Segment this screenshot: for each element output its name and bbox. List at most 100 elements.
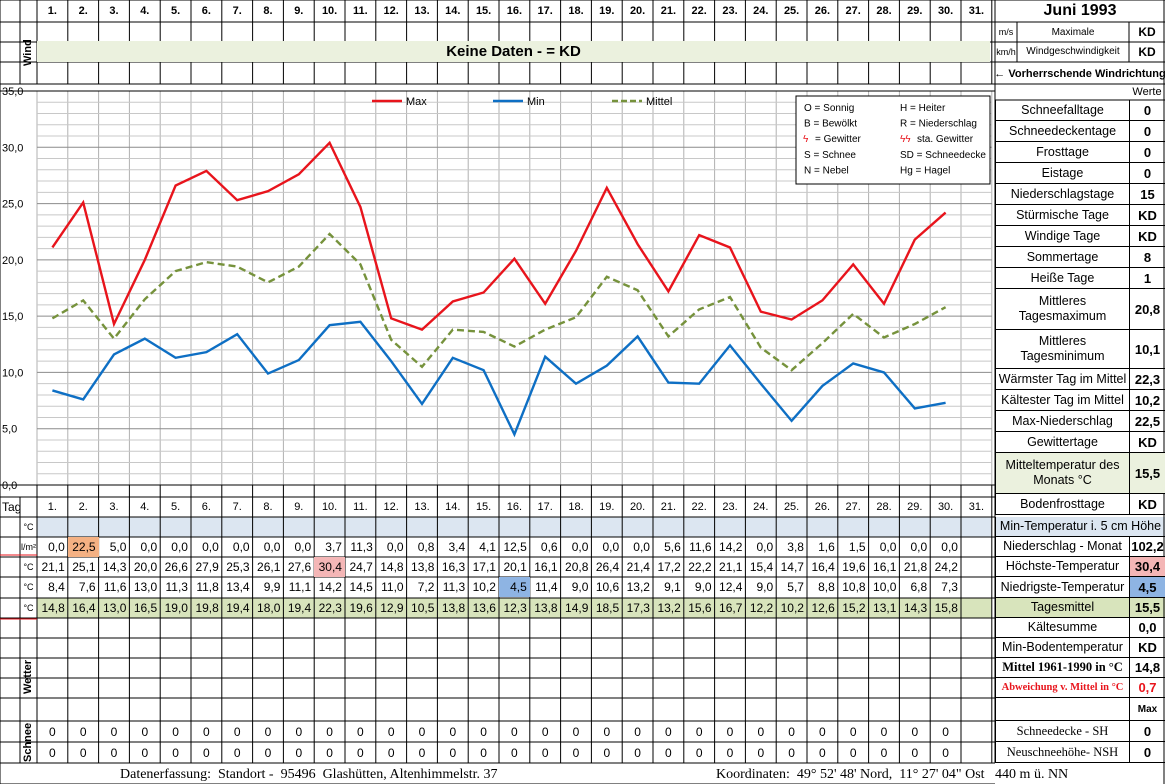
unit-label: l/m² [21,542,36,552]
new-snow-cell: 0 [511,745,518,760]
tag-label: Tag [2,500,22,514]
day-header: 24. [753,5,769,17]
table-cell-mean: 16,5 [133,601,158,615]
table-cell-mean: 12,9 [380,601,404,615]
summary-label: Niederschlag - Monat [995,537,1129,557]
day-header: 16. [506,5,523,17]
table-cell-precip: 0,6 [540,540,558,554]
table-cell-min: 7,3 [941,580,958,594]
stat-label: Max-Niederschlag [995,411,1129,432]
table-cell-min: 10,2 [472,580,496,594]
new-snow-cell: 0 [79,745,87,760]
stat-label: Mittleres Tagesmaximum [995,289,1129,330]
y-tick-label: 25,0 [2,199,23,211]
table-cell-min: 11,6 [103,580,127,594]
new-snow-cell: 0 [480,745,487,760]
table-cell-mean: 15,2 [842,601,866,615]
day-header-table: 1. [47,501,57,513]
table-cell-precip: 0,0 [294,540,312,554]
day-header-table: 20. [629,501,646,513]
table-cell-max: 26,6 [164,560,188,574]
symbol-legend-item: sta. Gewitter [917,134,974,145]
snow-depth-cell: 0 [480,724,487,739]
stat-value: KD [1129,205,1165,226]
table-cell-mean: 13,1 [873,601,897,615]
table-cell-max: 24,7 [349,560,373,574]
table-cell-min: 4,5 [499,577,530,597]
new-snow-cell: 0 [665,745,672,760]
day-header: 20. [629,5,646,17]
stat-value: 8 [1129,247,1165,268]
day-header: 12. [383,5,399,17]
new-snow-cell: 0 [203,745,210,760]
table-cell-precip: 3,8 [787,540,804,554]
table-cell-max: 14,8 [380,560,404,574]
table-cell-min: 7,6 [78,580,96,594]
table-cell-mean: 19,6 [349,601,373,615]
table-cell-precip: 0,0 [756,540,774,554]
summary-value: 4,5 [1129,577,1165,598]
day-header: 30. [937,5,954,17]
stat-label: Stürmische Tage [995,205,1129,226]
table-cell-mean: 18,0 [257,601,281,615]
new-snow-cell: 0 [603,745,611,760]
summary-value: 30,4 [1129,557,1165,577]
table-cell-precip: 0,0 [910,540,928,554]
table-cell-mean: 15,6 [688,601,712,615]
y-tick-label: 30,0 [2,142,23,154]
table-cell-mean: 13,8 [441,601,466,615]
day-header: 28. [876,5,892,17]
table-cell-precip: 0,0 [571,540,589,554]
legend-label: Mittel [646,96,672,108]
snow-depth-cell: 0 [634,724,641,739]
day-header: 4. [140,5,150,17]
day-header-table: 7. [232,501,242,513]
day-header: 18. [568,5,584,17]
unit-label: °C [23,522,34,532]
new-snow-cell: 0 [295,745,303,760]
summary-value: 0 [1129,721,1165,742]
summary-value: 0,0 [1129,618,1165,638]
table-cell-mean: 19,4 [287,601,312,615]
day-header: 17. [537,5,553,17]
snow-depth-cell: 0 [757,724,765,739]
max-wind-ms-value: KD [1138,25,1156,39]
stat-value: 15 [1129,184,1165,205]
new-snow-cell: 0 [726,745,734,760]
table-cell-max: 26,4 [595,560,620,574]
table-cell-min: 8,8 [818,580,835,594]
table-cell-max: 16,1 [534,560,558,574]
snow-depth-cell: 0 [911,724,919,739]
snow-depth-cell: 0 [172,724,179,739]
table-cell-precip: 12,5 [503,540,527,554]
day-header: 25. [783,5,800,17]
day-header: 1. [47,5,57,17]
schnee-label: Schnee [22,722,34,762]
symbol-legend-item: H = Heiter [900,103,946,114]
day-header-table: 11. [353,501,368,513]
table-cell-mean: 12,2 [749,601,774,615]
unit-label: °C [23,582,34,592]
summary-label: Tagesmittel [995,598,1129,618]
table-cell-max: 16,4 [811,560,835,574]
table-cell-max: 22,2 [688,560,712,574]
day-header-table: 26. [814,501,831,513]
table-cell-precip: 3,7 [325,540,342,554]
new-snow-cell: 0 [819,745,826,760]
table-cell-min: 11,1 [288,580,312,594]
snow-depth-cell: 0 [880,724,888,739]
stat-value: 1 [1129,268,1165,289]
stat-label: Schneedeckentage [995,121,1129,142]
day-header: 6. [201,5,211,17]
stat-value: 20,8 [1129,289,1165,330]
table-cell-precip: 0,0 [941,540,958,554]
table-cell-precip: 11,3 [350,540,373,554]
stat-value: 10,1 [1129,330,1165,369]
table-cell-min: 13,4 [226,580,250,594]
new-snow-cell: 0 [942,745,949,760]
new-snow-cell: 0 [326,745,333,760]
table-cell-max: 24,2 [934,560,958,574]
summary-label: Min-Bodentemperatur [995,638,1129,658]
table-cell-max: 16,3 [441,560,466,574]
snow-depth-cell: 0 [326,724,333,739]
